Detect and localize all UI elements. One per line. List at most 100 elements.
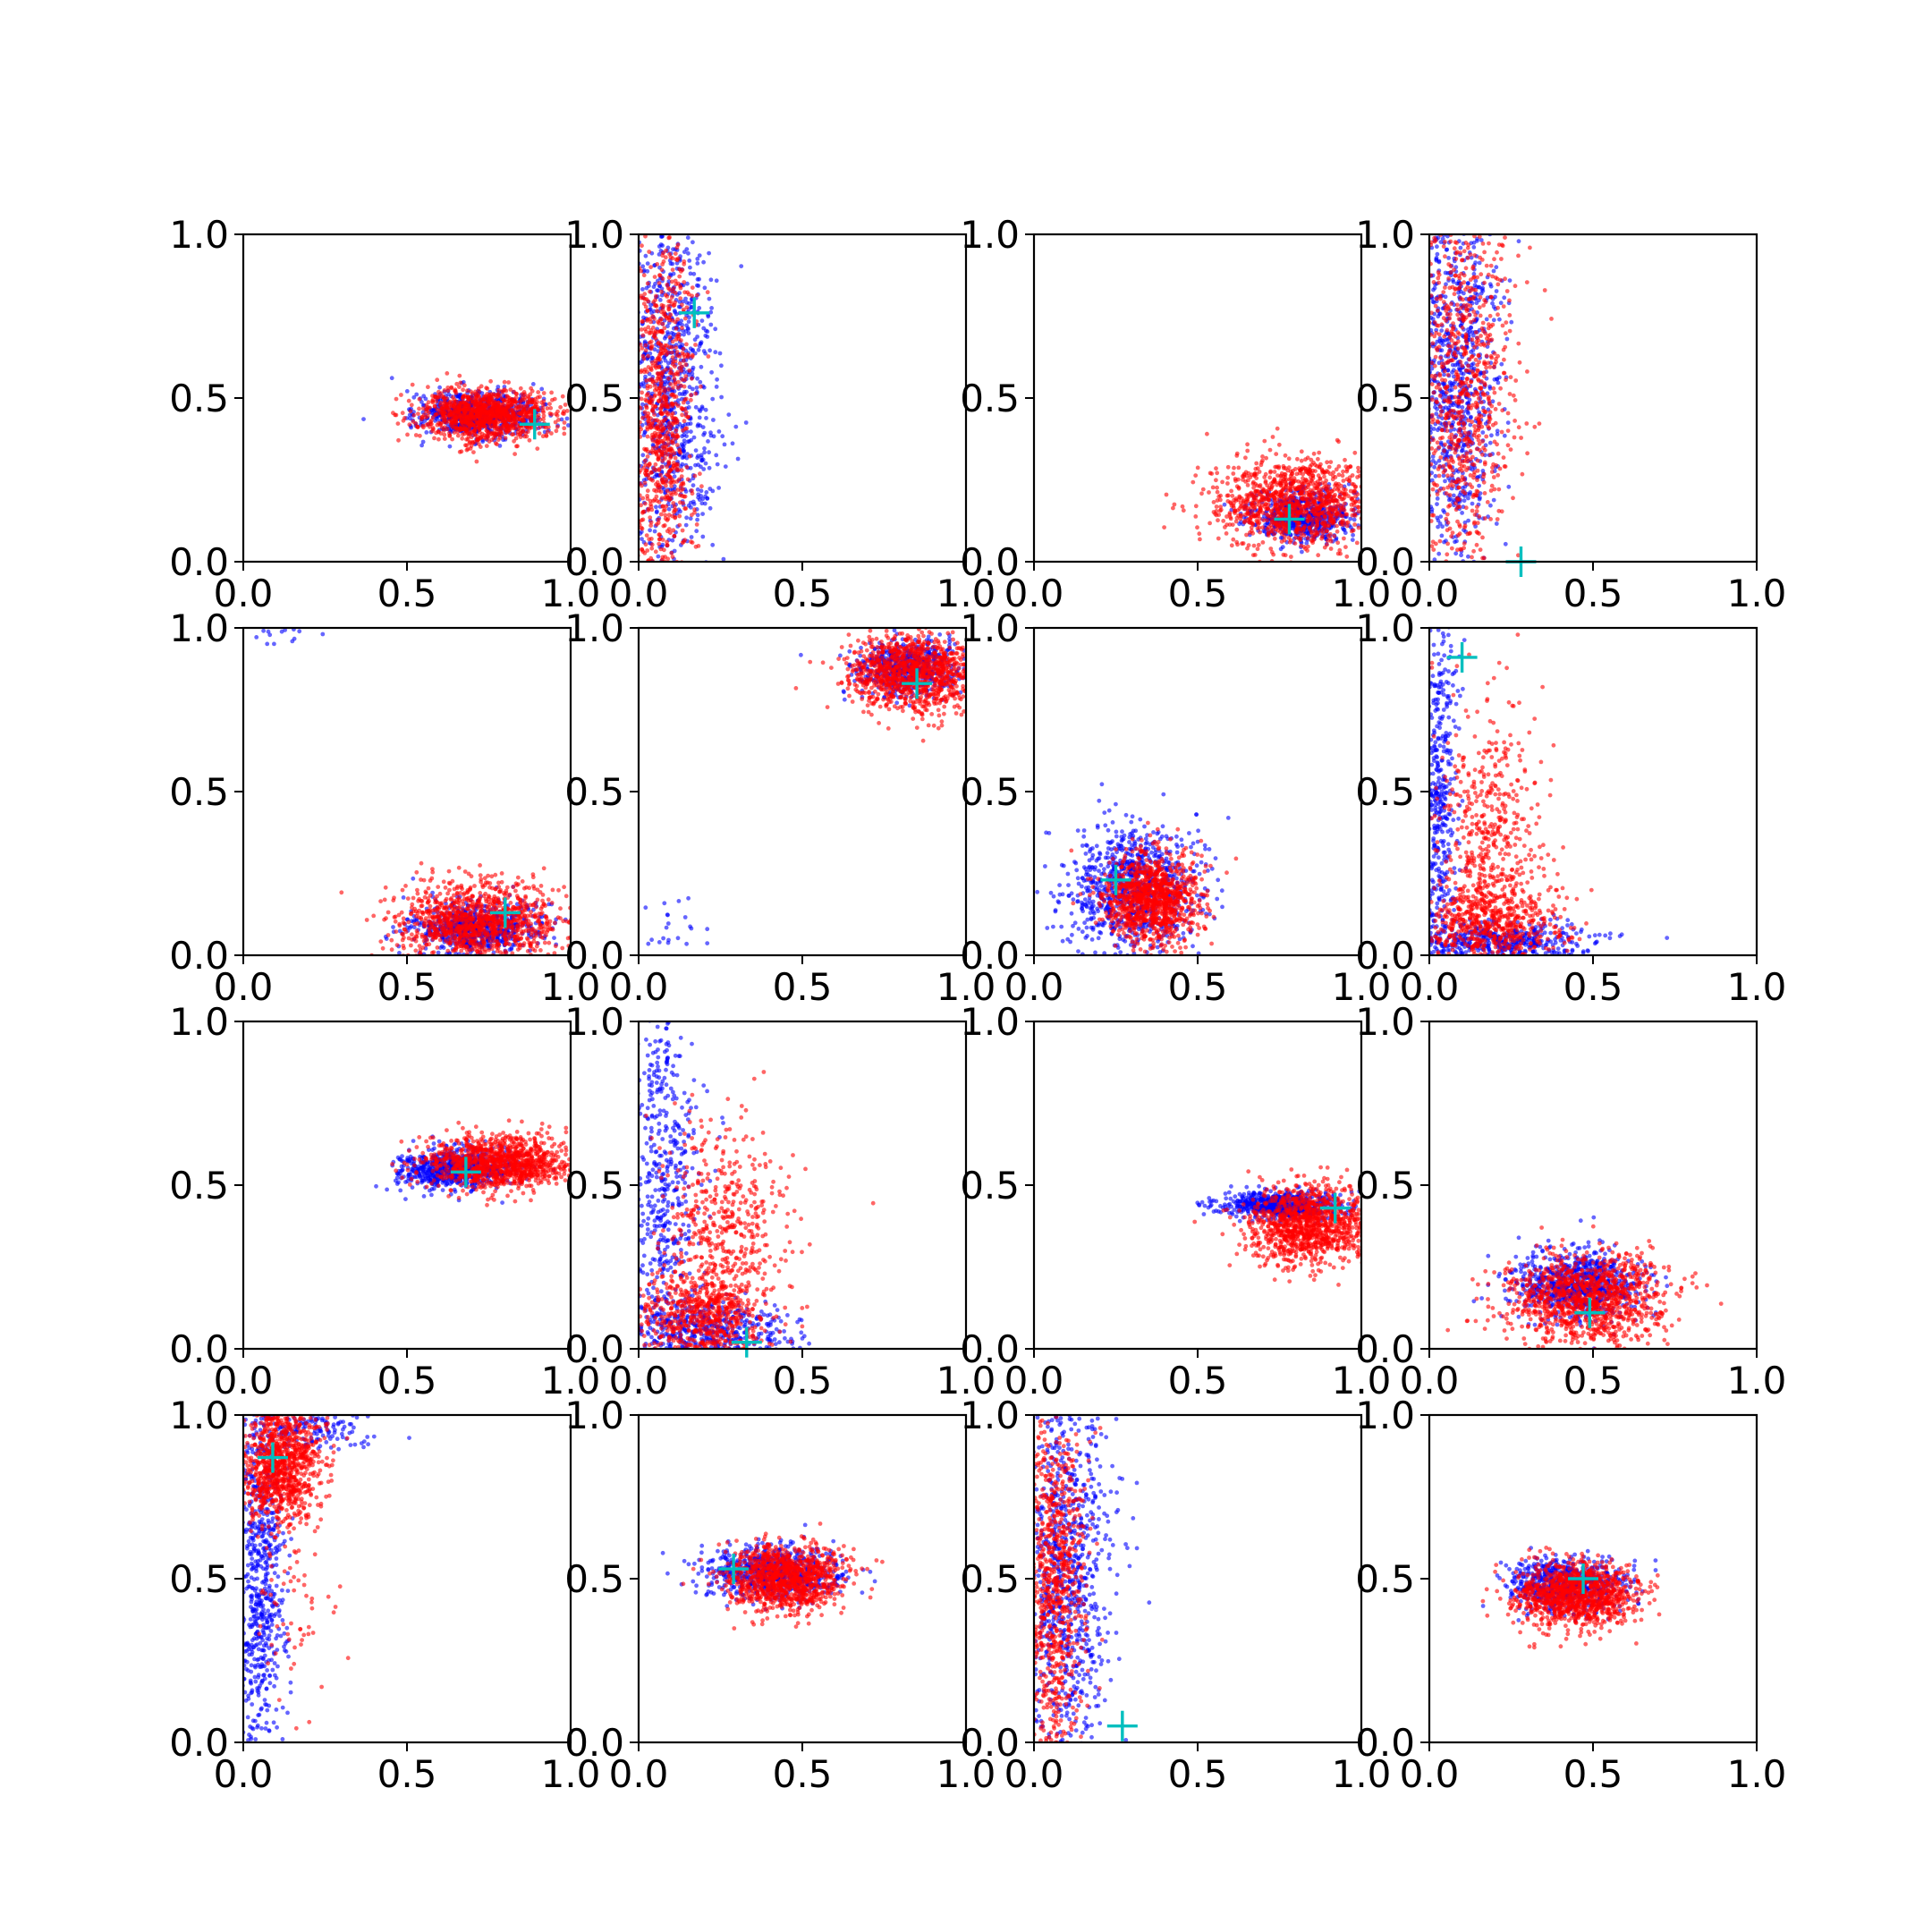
scatter-point (1171, 505, 1175, 511)
scatter-point (685, 281, 690, 286)
scatter-point (693, 391, 698, 396)
scatter-point (521, 429, 525, 434)
scatter-point (1332, 487, 1337, 492)
scatter-point (715, 462, 720, 467)
scatter-point (680, 494, 684, 498)
scatter-point (643, 501, 648, 506)
scatter-point (518, 411, 523, 416)
scatter-point (716, 486, 721, 490)
scatter-point (1301, 483, 1305, 488)
scatter-point (673, 402, 678, 406)
scatter-point (515, 444, 520, 449)
scatter-point (422, 419, 428, 423)
scatter-point (699, 404, 705, 410)
scatter-point (659, 496, 665, 501)
scatter-point (681, 501, 685, 505)
scatter-point (668, 530, 673, 535)
scatter-point (665, 448, 670, 453)
scatter-point (664, 504, 669, 509)
scatter-point (564, 409, 570, 413)
scatter-point (672, 474, 677, 479)
scatter-point (655, 473, 659, 478)
scatter-point (710, 488, 716, 494)
scatter-point (655, 262, 660, 267)
plus-marker (679, 297, 710, 328)
scatter-point (661, 479, 666, 485)
scatter-point (684, 342, 689, 347)
scatter-point (644, 378, 649, 383)
scatter-point (674, 350, 680, 354)
scatter-point (645, 261, 650, 266)
scatter-point (457, 385, 462, 389)
scatter-point (461, 387, 465, 393)
scatter-point (642, 480, 648, 486)
scatter-point (644, 413, 648, 419)
scatter-point (491, 436, 496, 441)
scatter-point (488, 392, 494, 396)
scatter-point (713, 350, 718, 355)
scatter-point (660, 453, 665, 458)
scatter-point (661, 508, 666, 513)
scatter-point (643, 462, 648, 467)
scatter-point (1231, 537, 1236, 542)
scatter-point (1193, 473, 1199, 478)
scatter-point (521, 419, 527, 424)
scatter-point (640, 518, 644, 522)
scatter-point (648, 327, 654, 333)
scatter-point (1241, 541, 1246, 546)
scatter-point (643, 234, 648, 239)
scatter-point (488, 378, 493, 384)
scatter-point (659, 289, 665, 294)
scatter-point (681, 299, 685, 304)
scatter-point (671, 441, 675, 445)
scatter-point (706, 439, 710, 444)
scatter-point (654, 293, 658, 299)
scatter-point (695, 517, 699, 522)
scatter-point (434, 399, 439, 403)
scatter-point (699, 318, 705, 323)
scatter-point (1311, 451, 1317, 456)
scatter-point (691, 348, 695, 353)
scatter-point (487, 407, 492, 412)
scatter-point (648, 425, 654, 430)
scatter-point (664, 410, 669, 415)
scatter-point (653, 298, 657, 302)
scatter-point (682, 432, 687, 437)
subplot-3: 0.0 0.5 1.00.00.51.0 (960, 213, 1391, 615)
scatter-point (678, 285, 683, 291)
scatter-point (665, 294, 670, 299)
scatter-point (399, 393, 403, 397)
scatter-point (1344, 477, 1350, 482)
scatter-point (549, 411, 555, 417)
scatter-point (442, 432, 447, 437)
scatter-point (552, 396, 557, 402)
scatter-point (683, 410, 689, 415)
scatter-point (672, 533, 677, 538)
scatter-point (700, 534, 706, 539)
scatter-point (695, 376, 699, 381)
scatter-point (688, 465, 693, 470)
scatter-point (1341, 479, 1346, 483)
scatter-point (653, 549, 658, 555)
scatter-point (697, 253, 702, 258)
scatter-point (698, 341, 703, 346)
scatter-point (558, 404, 563, 410)
scatter-point (655, 309, 659, 314)
scatter-point (414, 392, 419, 397)
scatter-point (459, 416, 464, 420)
scatter-point (655, 498, 659, 504)
scatter-point (663, 513, 668, 518)
scatter-point (1300, 549, 1304, 555)
scatter-point (413, 433, 419, 437)
scatter-point (480, 439, 486, 445)
scatter-point (680, 406, 684, 411)
scatter-point (463, 443, 468, 448)
scatter-point (525, 414, 530, 419)
scatter-point (662, 523, 667, 528)
scatter-point (660, 321, 665, 326)
scatter-point (426, 421, 431, 427)
scatter-point (1313, 462, 1318, 468)
scatter-point (726, 412, 732, 417)
scatter-point (665, 539, 669, 545)
